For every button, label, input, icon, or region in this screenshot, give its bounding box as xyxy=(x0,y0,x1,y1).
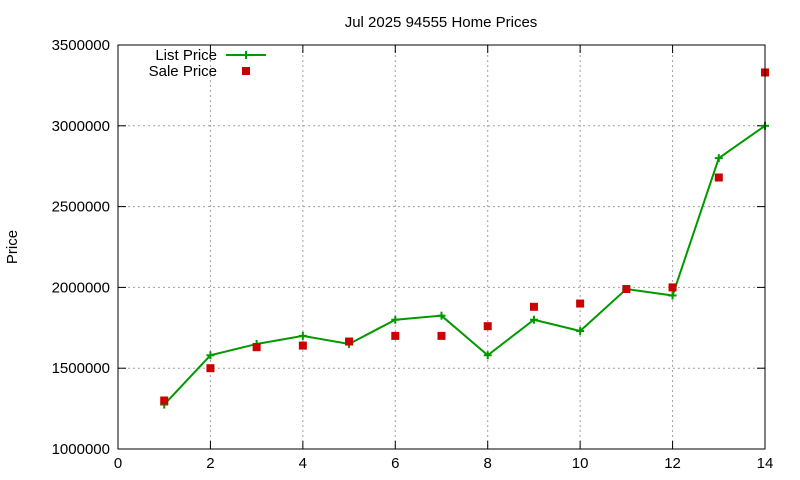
list-price-point xyxy=(437,311,446,320)
series-sale-price xyxy=(160,68,769,405)
sale-price-point xyxy=(206,364,215,373)
y-tick-label: 3500000 xyxy=(52,37,110,54)
plot-border xyxy=(117,44,766,450)
series-list-price xyxy=(160,121,769,409)
legend-label: Sale Price xyxy=(149,63,217,80)
axis-ticks: 0 2 4 6 8 10 12 14 1000000 1500000 2000000 2500000 3… xyxy=(52,37,774,472)
x-tick-label: 4 xyxy=(299,455,307,472)
sale-price-point xyxy=(622,285,631,294)
y-tick-label: 2500000 xyxy=(52,199,110,216)
legend-square-swatch xyxy=(242,67,250,75)
sale-price-point xyxy=(483,322,492,331)
y-axis-label: Price xyxy=(4,230,21,264)
x-tick-label: 14 xyxy=(757,455,774,472)
sale-price-point xyxy=(391,331,400,340)
x-tick-label: 10 xyxy=(572,455,589,472)
list-price-point xyxy=(576,327,585,336)
sale-price-point xyxy=(298,341,307,350)
x-tick-label: 6 xyxy=(391,455,399,472)
list-price-line xyxy=(163,124,766,406)
sale-price-point xyxy=(576,299,585,308)
x-tick-label: 12 xyxy=(664,455,681,472)
y-tick-label: 2000000 xyxy=(52,279,110,296)
list-price-point xyxy=(529,315,538,324)
y-tick-label: 1500000 xyxy=(52,360,110,377)
sale-price-point xyxy=(714,173,723,182)
list-price-point xyxy=(714,154,723,163)
legend-cross-swatch xyxy=(242,51,250,59)
sale-price-point xyxy=(345,337,354,346)
series-layer xyxy=(160,68,769,409)
x-tick-label: 2 xyxy=(206,455,214,472)
grid xyxy=(118,45,765,449)
list-price-point xyxy=(298,331,307,340)
list-price-point xyxy=(391,315,400,324)
x-tick-label: 0 xyxy=(114,455,122,472)
chart-title: Jul 2025 94555 Home Prices xyxy=(345,14,538,31)
x-tick-label: 8 xyxy=(484,455,492,472)
sale-price-point xyxy=(252,343,261,352)
list-price-point xyxy=(206,351,215,360)
legend-label: List Price xyxy=(155,47,217,64)
list-price-point xyxy=(668,291,677,300)
sale-price-point xyxy=(529,302,538,311)
y-tick-label: 3000000 xyxy=(52,118,110,135)
sale-price-point xyxy=(668,283,677,292)
sale-price-point xyxy=(437,331,446,340)
y-tick-label: 1000000 xyxy=(52,441,110,458)
sale-price-point xyxy=(160,396,169,405)
list-price-point xyxy=(483,351,492,360)
